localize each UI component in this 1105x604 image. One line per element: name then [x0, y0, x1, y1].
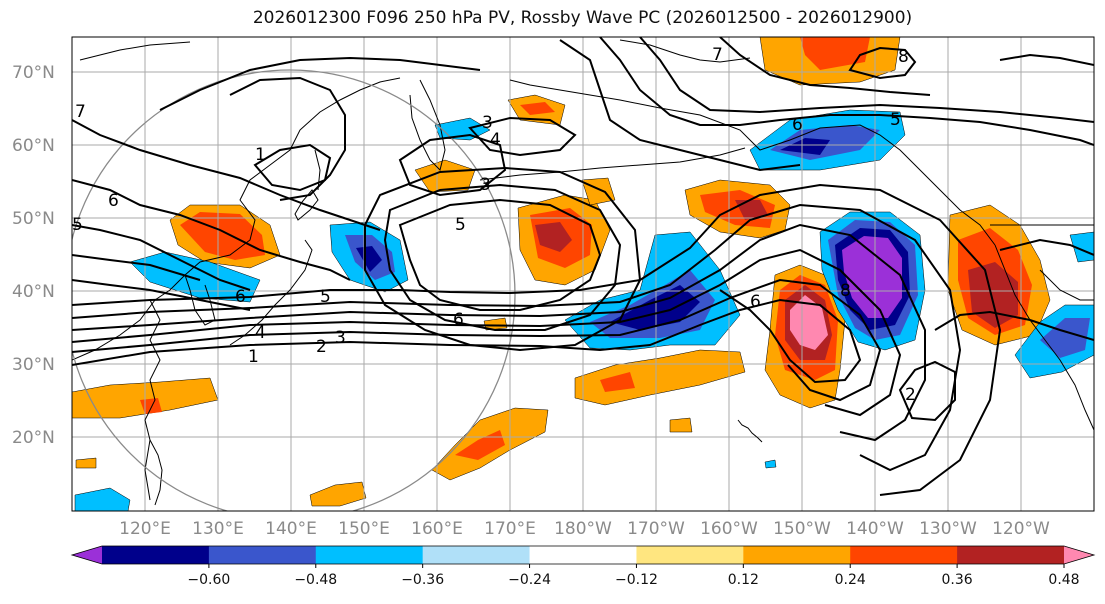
colorbar-swatch — [636, 546, 744, 564]
longitude-labels: 120°E 130°E 140°E 150°E 160°E 170°E 180°… — [119, 519, 1050, 539]
map-frame — [71, 36, 1095, 512]
colorbar-extend-low — [72, 546, 102, 564]
reference-circle — [72, 69, 516, 511]
colorbar-extend-high — [1064, 546, 1094, 564]
colorbar-swatch — [957, 546, 1065, 564]
colorbar-swatch — [743, 546, 851, 564]
contour-label: 2 — [316, 337, 327, 357]
colorbar-swatch — [315, 546, 424, 564]
lon-label: 150°E — [338, 519, 390, 539]
colorbar-swatch — [529, 546, 637, 564]
shading-layer — [72, 37, 1094, 511]
map-title: 2026012300 F096 250 hPa PV, Rossby Wave … — [252, 8, 913, 28]
contour-label: 6 — [453, 310, 464, 330]
colorbar-tick-label: −0.48 — [294, 572, 337, 588]
lon-label: 140°E — [265, 519, 317, 539]
lat-label: 60°N — [12, 136, 55, 156]
contour-label: 6 — [792, 115, 803, 135]
contour-label: 8 — [898, 47, 909, 67]
contour-label: 6 — [108, 191, 119, 211]
contour-label: 2 — [905, 385, 916, 405]
contour-label: 4 — [490, 130, 501, 150]
contour-label: 8 — [840, 281, 851, 301]
latitude-labels: 70°N 60°N 50°N 40°N 30°N 20°N — [12, 63, 55, 448]
contour-label: 7 — [75, 102, 86, 122]
colorbar-tick-label: 0.36 — [942, 572, 973, 588]
contour-label: 6 — [235, 287, 246, 307]
lon-label: 130°W — [919, 519, 977, 539]
colorbar-swatch — [422, 546, 531, 564]
contour-label: 1 — [248, 347, 259, 367]
lat-label: 30°N — [12, 355, 55, 375]
pv-contours — [72, 37, 1094, 496]
contour-label: 5 — [320, 287, 331, 307]
contour-label: 5 — [890, 110, 901, 130]
lon-label: 120°W — [992, 519, 1050, 539]
contour-label: 7 — [712, 45, 723, 65]
lon-label: 120°E — [119, 519, 171, 539]
colorbar-tick-label: −0.12 — [615, 572, 658, 588]
colorbar-swatch — [208, 546, 317, 564]
colorbar-swatch — [850, 546, 958, 564]
lon-label: 140°W — [846, 519, 904, 539]
colorbar-tick-label: −0.36 — [401, 572, 444, 588]
lat-label: 20°N — [12, 428, 55, 448]
lon-label: 170°W — [627, 519, 685, 539]
contour-label: 3 — [480, 175, 491, 195]
lon-label: 160°W — [700, 519, 758, 539]
colorbar-outline — [70, 545, 1096, 565]
contour-label: 4 — [255, 323, 266, 343]
contour-label: 3 — [482, 113, 493, 133]
contour-labels: 1 2 3 3 4 5 5 6 6 6 6 7 7 8 8 5 3 1 2 4 … — [72, 45, 916, 405]
contour-label: 5 — [72, 215, 83, 235]
colorbar-tick-label: −0.24 — [508, 572, 551, 588]
contour-label: 5 — [455, 215, 466, 235]
colorbar-tick-label: 0.24 — [835, 572, 866, 588]
lon-label: 130°E — [192, 519, 244, 539]
contour-label: 3 — [335, 328, 346, 348]
contour-label: 1 — [255, 145, 266, 165]
colorbar: −0.60 −0.48 −0.36 −0.24 −0.12 0.12 0.24 0.36 0.4… — [70, 545, 1096, 588]
colorbar-tick-label: 0.12 — [728, 572, 759, 588]
lon-label: 180°W — [554, 519, 612, 539]
colorbar-swatch — [102, 546, 210, 564]
lon-label: 170°E — [484, 519, 536, 539]
lon-label: 150°W — [773, 519, 831, 539]
lat-label: 40°N — [12, 282, 55, 302]
lat-label: 70°N — [12, 63, 55, 83]
contour-label: 6 — [750, 292, 761, 312]
graticule — [72, 37, 1094, 511]
colorbar-tick-label: 0.48 — [1048, 572, 1079, 588]
lat-label: 50°N — [12, 209, 55, 229]
lon-label: 160°E — [411, 519, 463, 539]
colorbar-tick-label: −0.60 — [187, 572, 230, 588]
